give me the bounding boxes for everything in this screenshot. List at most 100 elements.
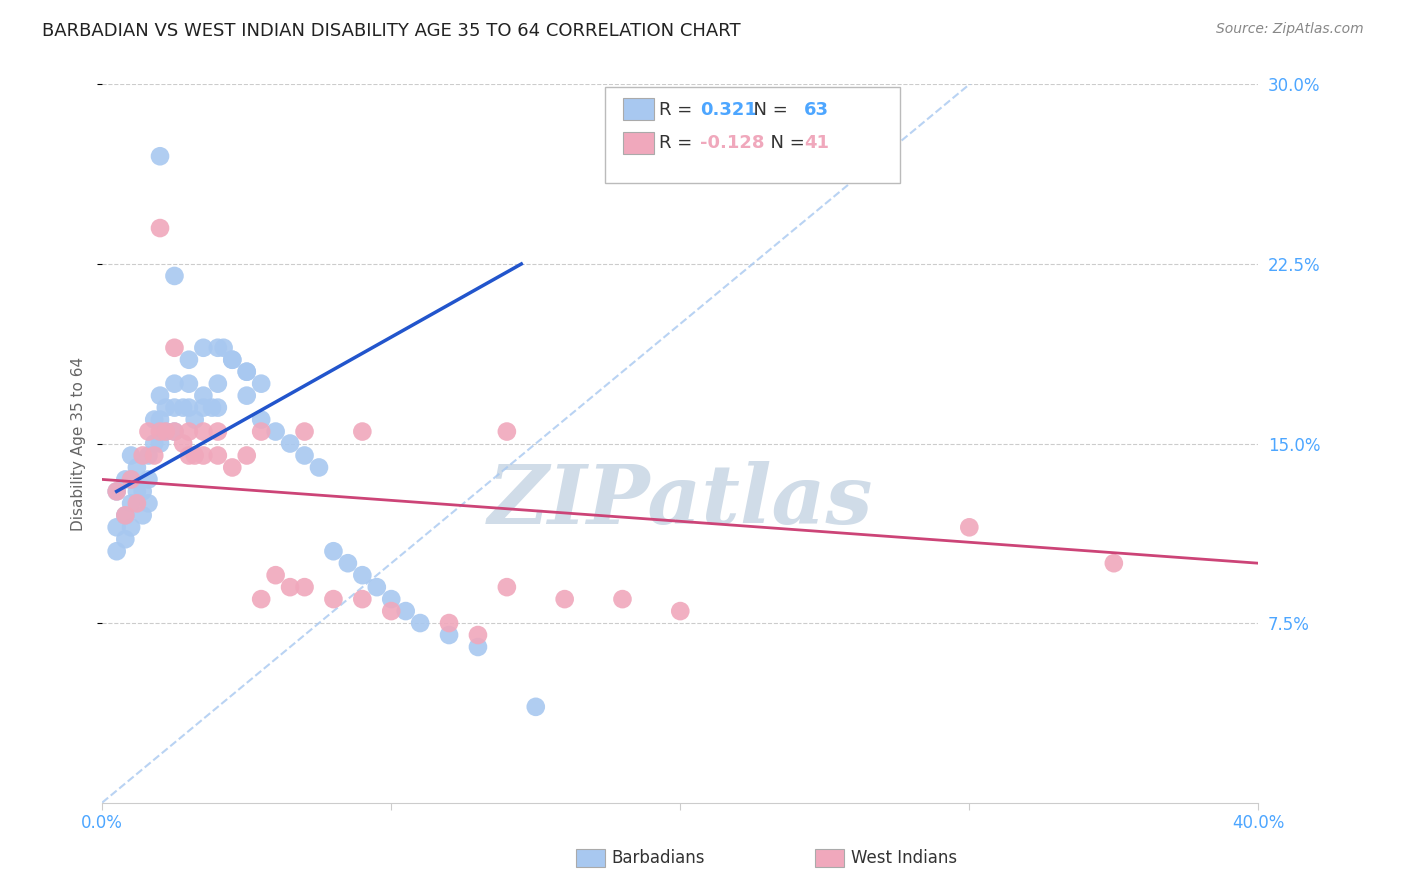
Point — [212, 341, 235, 355]
Point — [177, 449, 200, 463]
Point — [207, 449, 229, 463]
Text: West Indians: West Indians — [851, 849, 956, 867]
Text: Barbadians: Barbadians — [612, 849, 706, 867]
Text: R =: R = — [659, 134, 699, 152]
Point — [138, 425, 160, 439]
Text: ZIPatlas: ZIPatlas — [488, 461, 873, 541]
Point — [149, 436, 172, 450]
Point — [105, 520, 128, 534]
Point — [125, 484, 148, 499]
Point — [221, 352, 243, 367]
Text: 0.321: 0.321 — [700, 101, 756, 119]
Point — [177, 376, 200, 391]
Point — [467, 628, 489, 642]
Point — [207, 341, 229, 355]
Point — [120, 449, 142, 463]
Point — [114, 508, 136, 523]
Point — [163, 425, 186, 439]
Point — [308, 460, 330, 475]
Point — [278, 580, 301, 594]
Point — [120, 472, 142, 486]
Point — [120, 472, 142, 486]
Point — [131, 484, 153, 499]
Point — [193, 425, 215, 439]
Point — [155, 425, 177, 439]
Point — [193, 401, 215, 415]
Point — [250, 376, 273, 391]
Point — [352, 568, 374, 582]
Point — [149, 389, 172, 403]
Point — [193, 341, 215, 355]
Point — [524, 699, 547, 714]
Point — [149, 221, 172, 235]
Point — [235, 449, 257, 463]
Point — [193, 389, 215, 403]
Point — [177, 401, 200, 415]
Point — [149, 412, 172, 426]
Point — [207, 376, 229, 391]
Point — [131, 449, 153, 463]
Point — [172, 401, 194, 415]
Point — [193, 449, 215, 463]
Point — [250, 412, 273, 426]
Point — [294, 449, 316, 463]
Text: 63: 63 — [804, 101, 830, 119]
Point — [264, 568, 287, 582]
Point — [125, 496, 148, 510]
Point — [163, 425, 186, 439]
Point — [235, 389, 257, 403]
Point — [114, 533, 136, 547]
Point — [120, 496, 142, 510]
Text: 41: 41 — [804, 134, 830, 152]
Point — [278, 436, 301, 450]
Point — [380, 592, 402, 607]
Point — [201, 401, 224, 415]
Point — [294, 425, 316, 439]
Point — [163, 376, 186, 391]
Point — [131, 508, 153, 523]
Text: R =: R = — [659, 101, 699, 119]
Point — [143, 436, 166, 450]
Point — [163, 341, 186, 355]
Point — [669, 604, 692, 618]
Point — [437, 615, 460, 630]
Point — [105, 484, 128, 499]
Point — [366, 580, 388, 594]
Point — [495, 580, 517, 594]
Point — [143, 449, 166, 463]
Text: -0.128: -0.128 — [700, 134, 765, 152]
Point — [183, 449, 205, 463]
Text: BARBADIAN VS WEST INDIAN DISABILITY AGE 35 TO 64 CORRELATION CHART: BARBADIAN VS WEST INDIAN DISABILITY AGE … — [42, 22, 741, 40]
Point — [437, 628, 460, 642]
Point — [336, 556, 359, 570]
Point — [105, 484, 128, 499]
Point — [138, 496, 160, 510]
Point — [207, 425, 229, 439]
Point — [114, 508, 136, 523]
Point — [395, 604, 418, 618]
Point — [155, 401, 177, 415]
Point — [322, 544, 344, 558]
Point — [172, 436, 194, 450]
Point — [114, 472, 136, 486]
Text: N =: N = — [759, 134, 811, 152]
Point — [554, 592, 576, 607]
Text: Source: ZipAtlas.com: Source: ZipAtlas.com — [1216, 22, 1364, 37]
Point — [495, 425, 517, 439]
Point — [235, 365, 257, 379]
Point — [149, 425, 172, 439]
Point — [352, 425, 374, 439]
Point — [221, 460, 243, 475]
Point — [138, 472, 160, 486]
Point — [207, 401, 229, 415]
Point — [177, 352, 200, 367]
Point — [250, 592, 273, 607]
Point — [235, 365, 257, 379]
Point — [264, 425, 287, 439]
Point — [957, 520, 980, 534]
Point — [183, 412, 205, 426]
Point — [143, 412, 166, 426]
Y-axis label: Disability Age 35 to 64: Disability Age 35 to 64 — [72, 357, 86, 531]
Point — [138, 449, 160, 463]
Point — [125, 460, 148, 475]
